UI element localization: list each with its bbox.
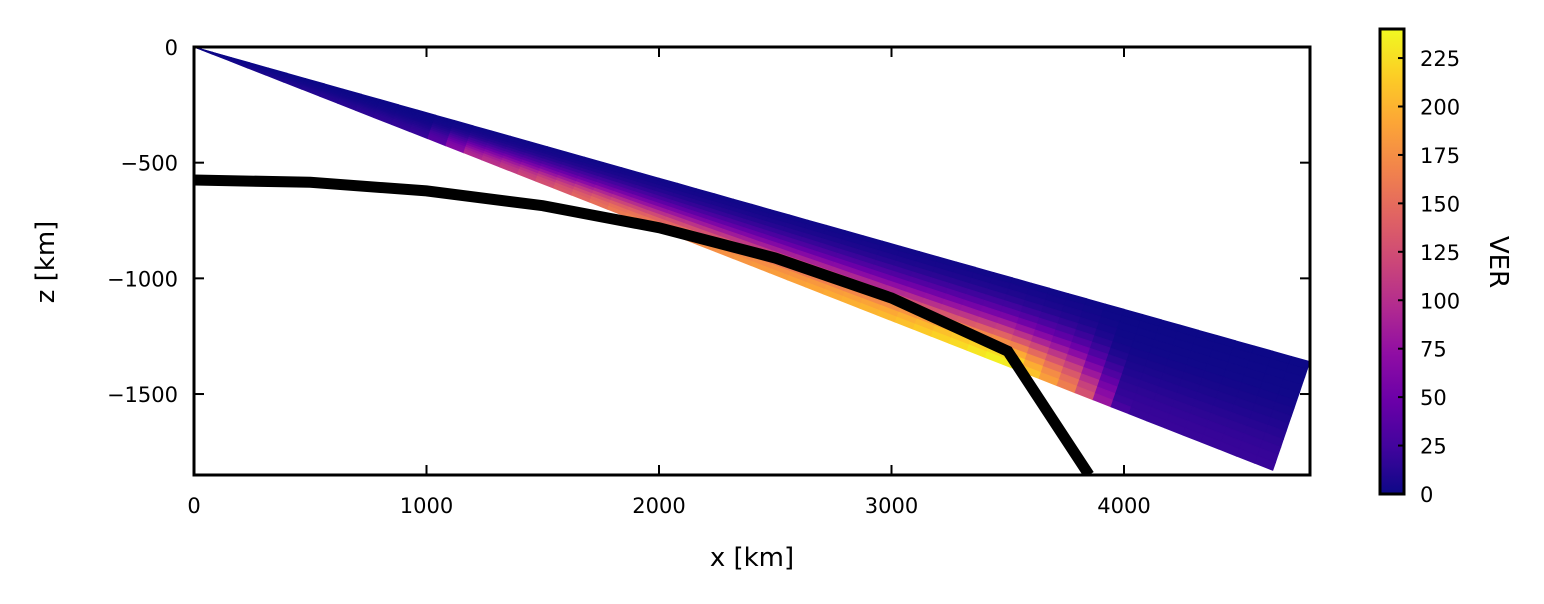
x-tick-label: 0 [187,494,200,518]
colorbar-gradient [1380,29,1404,494]
colorbar-tick-label: 100 [1420,289,1460,313]
x-axis: 0 1000 2000 3000 4000 [187,47,1151,518]
colorbar-tick-label: 125 [1420,241,1460,265]
surface-curve [194,174,1094,475]
y-tick-label: −1000 [107,267,178,291]
colorbar-tick-label: 25 [1420,435,1447,459]
y-axis: 0 −500 −1000 −1500 [107,36,1310,407]
y-tick-label: 0 [165,36,178,60]
colorbar-tick-label: 50 [1420,386,1447,410]
y-axis-label: z [km] [31,221,61,304]
emission-field [194,47,1310,471]
colorbar-tick-label: 175 [1420,144,1460,168]
colorbar-tick-label: 200 [1420,96,1460,120]
plot-frame [192,45,1312,477]
x-tick-label: 1000 [400,494,453,518]
x-tick-label: 3000 [865,494,918,518]
y-tick-label: −1500 [107,383,178,407]
colorbar-label: VER [1483,236,1513,288]
plot-area [194,47,1310,475]
x-tick-label: 4000 [1097,494,1150,518]
colorbar-frame [1378,27,1406,496]
field-cell [1254,455,1277,471]
colorbar-tick-label: 75 [1420,338,1447,362]
x-axis-label: x [km] [710,543,794,573]
colorbar-ticks: 0 25 50 75 100 125 150 175 200 225 [1398,47,1460,507]
colorbar-tick-label: 0 [1420,483,1433,507]
x-tick-label: 2000 [632,494,685,518]
colorbar-tick-label: 225 [1420,47,1460,71]
colorbar: 0 25 50 75 100 125 150 175 200 225 VER [1378,27,1513,507]
y-tick-label: −500 [120,152,178,176]
colorbar-tick-label: 150 [1420,192,1460,216]
